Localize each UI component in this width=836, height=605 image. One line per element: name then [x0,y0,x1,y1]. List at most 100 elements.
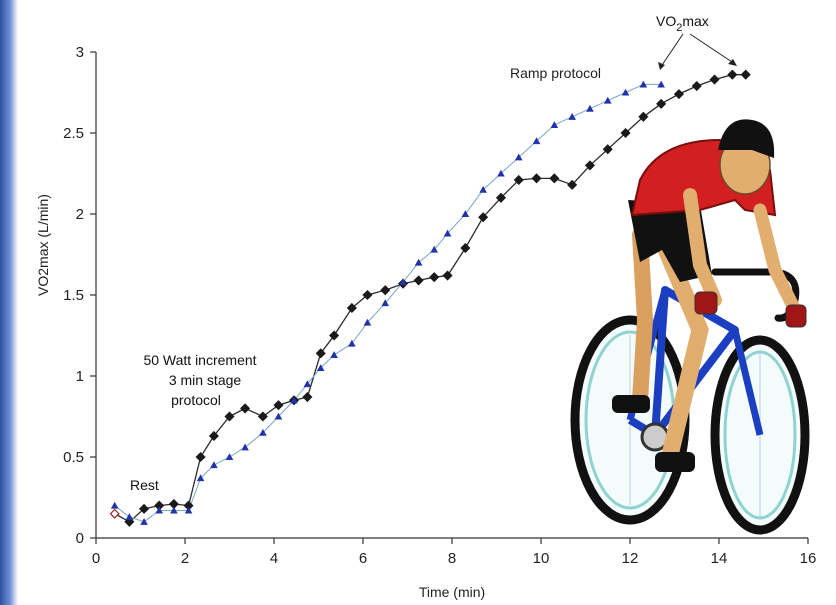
triangle-point [514,153,523,161]
triangle-point [461,210,470,218]
diamond-point [740,69,751,80]
triangle-point [225,453,234,461]
triangle-point [348,339,356,347]
triangle-point [479,185,487,193]
triangle-point [399,278,407,286]
triangle-point [110,501,119,509]
diamond-point [315,348,326,359]
diamond-point [380,285,391,296]
triangle-point [170,506,178,514]
x-tick-label: 8 [448,550,456,567]
vo2max-arrow-stage [689,33,736,65]
diamond-point [620,127,631,139]
triangle-point [290,396,298,404]
y-tick-label: 1.5 [63,287,84,304]
cyclist-illustration [570,119,810,535]
triangle-point [657,80,665,88]
vo2max-arrowhead-stage [728,59,737,66]
y-tick-label: 3 [76,44,84,61]
diamond-point [691,80,702,92]
triangle-point [497,169,505,177]
diamond-point [442,270,453,281]
stage-protocol-line-1: 50 Watt increment [143,352,256,368]
triangle-point [414,258,423,266]
triangle-point [603,96,612,104]
y-tick-label: 0 [76,530,84,547]
triangle-point [568,113,576,120]
x-tick-label: 12 [622,550,639,567]
triangle-point [125,513,134,520]
diamond-point [460,242,471,254]
diamond-point [709,74,720,85]
triangle-point [639,80,648,88]
diamond-point [413,275,424,286]
diamond-point [673,89,684,100]
ramp-protocol-label: Ramp protocol [510,65,601,81]
triangle-point [274,412,283,420]
diamond-point [656,98,667,109]
x-tick-label: 4 [270,550,278,567]
x-axis-title: Time (min) [419,584,485,600]
triangle-point [196,474,205,482]
x-tick-label: 10 [533,550,550,567]
stage-protocol-line-2: 3 min stage [169,372,242,388]
diamond-point [224,411,235,422]
y-tick-label: 2 [76,206,84,223]
diamond-point [124,516,135,527]
triangle-point [210,461,218,469]
diamond-point [257,411,268,422]
series-line-diamond [114,74,746,523]
y-ticks: 0 0.5 1 1.5 2 2.5 3 [63,44,96,547]
x-tick-label: 14 [711,550,728,567]
shoe-back [612,395,650,413]
rider-arm [683,188,722,307]
triangle-point [330,351,338,358]
x-tick-label: 2 [181,550,189,567]
diamond-point [273,400,284,411]
triangle-point [586,104,594,112]
triangle-point [430,245,438,253]
diamond-point [478,212,489,223]
diamond-point [240,403,251,414]
diamond-point [727,69,738,80]
diamond-point [208,430,219,441]
vo2max-label-main: VO [656,13,676,29]
diamond-point [346,302,357,314]
x-tick-label: 0 [92,550,100,567]
shoe-front [655,452,695,472]
diamond-point [429,272,440,283]
diamond-point [531,173,542,184]
triangle-point [363,318,372,326]
diamond-point [139,503,150,514]
vo2max-label-end: max [682,13,708,29]
triangle-point [381,299,390,307]
diamond-point [567,179,578,190]
rest-label: Rest [130,477,159,493]
triangle-point [550,121,559,128]
triangle-point [316,364,325,371]
diamond-point [549,173,560,184]
diamond-point [584,160,595,171]
y-tick-label: 1 [76,368,84,385]
diamond-point [195,451,206,463]
y-tick-label: 2.5 [63,125,84,142]
diamond-point [495,192,506,203]
vo2max-label-sub: 2 [676,22,682,34]
x-ticks: 0 2 4 6 8 10 12 14 16 [92,538,817,567]
diamond-point [302,392,313,403]
diamond-point [602,144,613,155]
triangle-point [155,506,163,514]
glove-left [694,291,718,315]
diamond-point [638,111,649,122]
rider-arm-right [753,203,802,317]
rider-helmet [718,119,775,158]
x-tick-label: 16 [800,550,817,567]
rider-leg-back [632,227,654,408]
triangle-point [532,137,541,145]
diamond-point [109,508,120,519]
triangle-point [259,428,267,436]
triangle-point [241,443,249,451]
y-axis-title: VO2max (L/min) [35,194,51,296]
triangle-point [184,506,193,514]
